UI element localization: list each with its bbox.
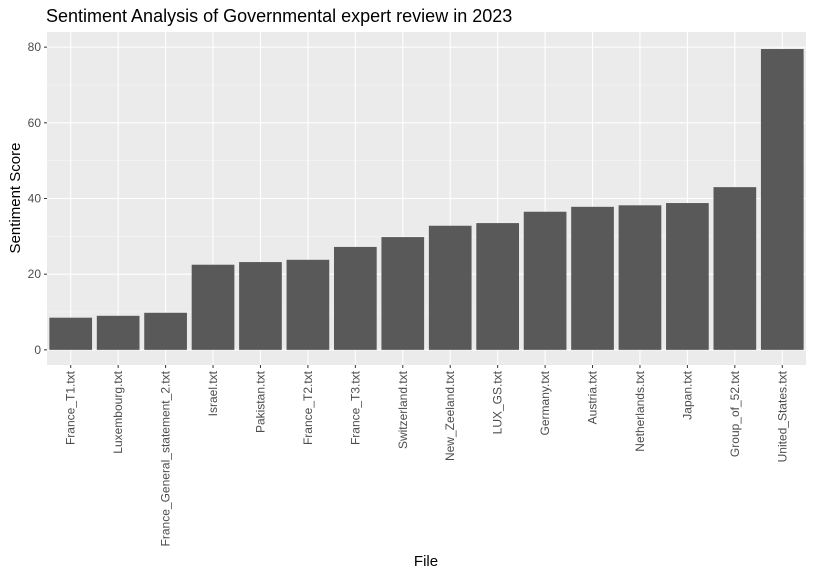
bar	[144, 312, 187, 350]
x-tick-label: New_Zeeland.txt	[443, 370, 457, 461]
x-tick-label: Pakistan.txt	[253, 370, 267, 433]
x-axis: France_T1.txt Luxembourg.txt France_Genera…	[64, 365, 789, 546]
bar	[428, 225, 472, 350]
y-tick-label: 60	[28, 116, 42, 130]
x-tick-label: France_T2.txt	[301, 370, 315, 445]
x-tick-label: France_T1.txt	[64, 370, 78, 445]
bar	[571, 206, 614, 350]
bar	[49, 317, 93, 350]
chart-title: Sentiment Analysis of Governmental exper…	[46, 6, 512, 26]
bar	[618, 205, 662, 350]
y-tick-label: 0	[34, 343, 41, 357]
y-tick-label: 40	[28, 192, 42, 206]
x-tick-label: France_T3.txt	[348, 370, 362, 445]
x-tick-label: Netherlands.txt	[633, 370, 647, 451]
bar	[713, 187, 757, 350]
x-axis-title: File	[414, 553, 438, 570]
x-tick-label: Austria.txt	[586, 370, 600, 424]
x-tick-label: United_States.txt	[775, 370, 789, 462]
y-tick-label: 80	[28, 40, 42, 54]
y-tick-label: 20	[28, 267, 42, 281]
bar	[381, 237, 425, 350]
x-tick-label: Israel.txt	[206, 370, 220, 416]
x-tick-label: LUX_GS.txt	[491, 370, 505, 434]
x-tick-label: Japan.txt	[680, 370, 694, 419]
bars	[49, 49, 804, 350]
bar	[239, 262, 282, 350]
x-tick-label: Luxembourg.txt	[111, 370, 125, 453]
x-tick-label: Group_of_52.txt	[728, 370, 742, 457]
y-axis: 0 20 40 60 80	[28, 40, 47, 357]
x-tick-label: France_General_statement_2.txt	[159, 370, 173, 546]
bar	[760, 49, 804, 350]
bar	[286, 259, 330, 350]
bar	[96, 315, 140, 350]
bar	[523, 211, 567, 350]
bar	[476, 223, 520, 350]
x-tick-label: Germany.txt	[538, 370, 552, 435]
bar	[333, 246, 377, 350]
y-axis-title: Sentiment Score	[7, 143, 24, 254]
x-tick-label: Switzerland.txt	[396, 370, 410, 449]
bar	[191, 264, 235, 350]
bar	[666, 203, 709, 350]
